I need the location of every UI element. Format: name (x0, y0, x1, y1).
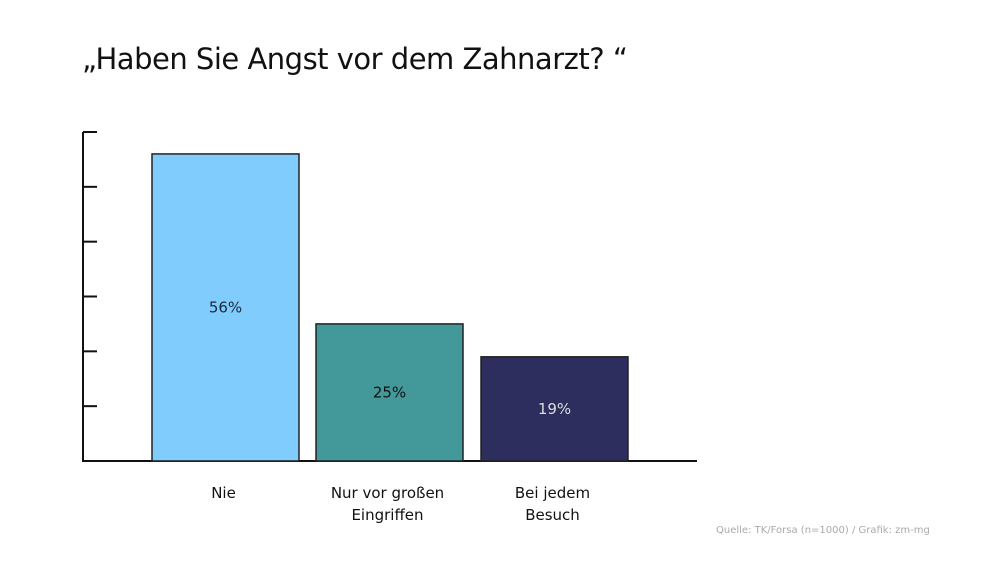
category-label: Besuch (525, 506, 580, 524)
category-label: Eingriffen (351, 506, 423, 524)
value-label: 25% (373, 383, 406, 401)
bar (151, 153, 300, 462)
bar (315, 323, 464, 462)
category-label: Nur vor großen (331, 484, 444, 502)
value-label: 19% (538, 400, 571, 418)
chart-title: „Haben Sie Angst vor dem Zahnarzt? “ (82, 42, 628, 76)
source-note: Quelle: TK/Forsa (n=1000) / Grafik: zm-m… (716, 525, 930, 536)
value-label: 56% (209, 298, 242, 316)
category-label: Nie (211, 484, 236, 502)
category-label: Bei jedem (515, 484, 590, 502)
bar (480, 356, 629, 462)
